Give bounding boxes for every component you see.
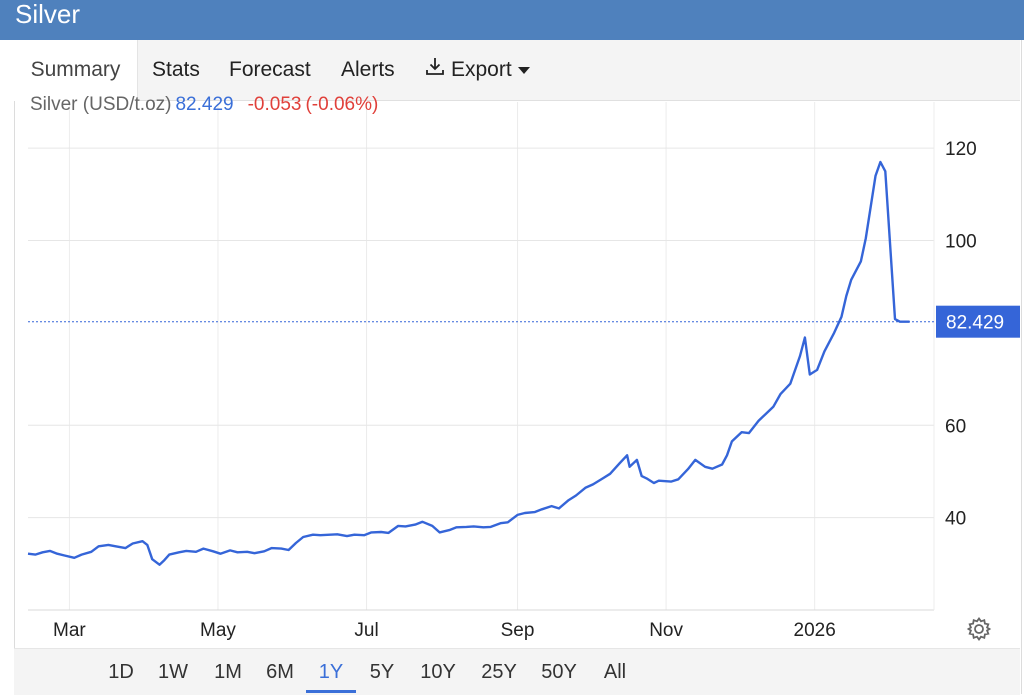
tab-forecast-label: Forecast (229, 58, 311, 81)
x-tick-label: Mar (53, 620, 86, 641)
range-1w-button[interactable]: 1W (158, 661, 188, 683)
range-1d-button[interactable]: 1D (108, 661, 134, 683)
quote-change-pct: (-0.06%) (305, 94, 379, 115)
range-1y-button[interactable]: 1Y (306, 649, 356, 693)
quote-change: -0.053 (247, 94, 302, 115)
x-tick-label: Jul (354, 620, 378, 641)
tab-alerts-label: Alerts (341, 58, 395, 81)
tab-stats-label: Stats (152, 58, 200, 81)
x-axis-labels: Mar May Jul Sep Nov 2026 (53, 620, 836, 641)
range-50y-button[interactable]: 50Y (541, 661, 577, 683)
y-tick-label: 60 (945, 416, 966, 437)
range-selector: 1D 1W 1M 6M 1Y 5Y 10Y 25Y 50Y All (14, 648, 1020, 695)
last-value-label: 82.429 (946, 313, 1004, 334)
download-icon (425, 40, 445, 100)
x-tick-label: Nov (649, 620, 683, 641)
tab-summary[interactable]: Summary (14, 40, 138, 101)
tab-stats[interactable]: Stats (152, 40, 200, 100)
series-line (27, 160, 910, 566)
tab-alerts[interactable]: Alerts (341, 40, 395, 100)
range-10y-button[interactable]: 10Y (420, 661, 456, 683)
gear-icon[interactable] (966, 616, 992, 647)
range-5y-button[interactable]: 5Y (369, 661, 395, 683)
tab-bar: Summary Stats Forecast Alerts Export (14, 40, 1020, 101)
y-axis-labels: 40 60 100 120 (945, 139, 977, 529)
quote-header: Silver (USD/t.oz) 82.429 -0.053 (-0.06%) (30, 94, 378, 116)
tab-forecast[interactable]: Forecast (229, 40, 311, 100)
page-title: Silver (15, 0, 81, 29)
y-tick-label: 40 (945, 509, 966, 530)
range-25y-button[interactable]: 25Y (481, 661, 517, 683)
instrument-name: Silver (USD/t.oz) (30, 94, 172, 115)
y-tick-label: 120 (945, 139, 977, 160)
range-1m-button[interactable]: 1M (214, 661, 242, 683)
x-tick-label: May (200, 620, 236, 641)
tab-export-label: Export (451, 58, 512, 81)
x-tick-label: 2026 (794, 620, 836, 641)
title-bar: Silver (0, 0, 1024, 40)
tab-summary-label: Summary (30, 58, 121, 81)
chevron-down-icon (517, 66, 530, 74)
y-tick-label: 100 (945, 232, 977, 253)
chart-grid (28, 102, 935, 611)
x-tick-label: Sep (501, 620, 535, 641)
range-6m-button[interactable]: 6M (266, 661, 294, 683)
quote-price: 82.429 (175, 94, 234, 115)
last-value-badge (936, 305, 1020, 338)
range-all-button[interactable]: All (603, 661, 627, 683)
tab-export[interactable]: Export (425, 40, 530, 100)
